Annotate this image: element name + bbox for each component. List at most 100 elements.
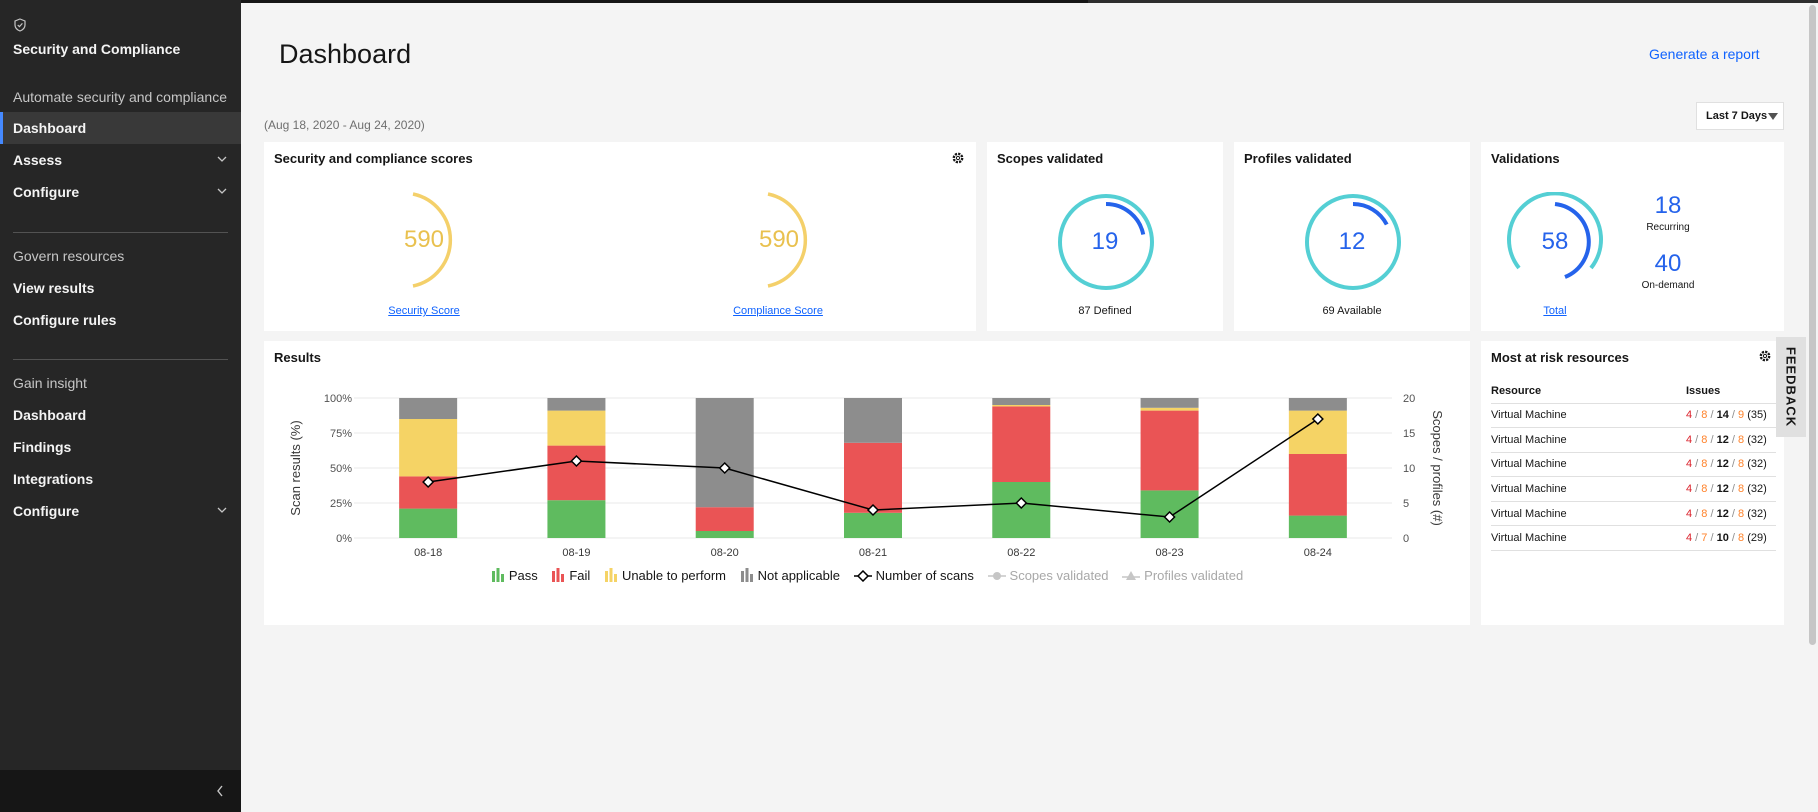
critical-count: 4 bbox=[1686, 409, 1693, 422]
bar-not-applicable bbox=[1288, 398, 1347, 411]
legend-item-fail[interactable]: Fail bbox=[551, 568, 590, 583]
resource-cell: Virtual Machine bbox=[1491, 403, 1686, 429]
sidebar-item-view-results[interactable]: View results bbox=[0, 272, 241, 304]
scopes-progress-arc bbox=[1105, 202, 1146, 235]
y2-tick-label: 0 bbox=[1403, 533, 1409, 545]
gear-icon[interactable] bbox=[951, 151, 965, 165]
legend-item-unable[interactable]: Unable to perform bbox=[604, 568, 726, 583]
sidebar-title: Security and Compliance bbox=[13, 41, 181, 57]
legend-item-not-applicable[interactable]: Not applicable bbox=[740, 568, 840, 583]
medium-count: 12 bbox=[1716, 458, 1729, 471]
bar-unable bbox=[547, 410, 606, 446]
chevron-down-icon bbox=[217, 507, 227, 513]
legend-item-scopes[interactable]: Scopes validated bbox=[987, 568, 1109, 583]
card-title: Profiles validated bbox=[1244, 151, 1352, 166]
validations-card: Validations 58 Total 18 Recurring 40 On-… bbox=[1481, 142, 1784, 331]
critical-count: 4 bbox=[1686, 458, 1693, 471]
resource-cell: Virtual Machine bbox=[1491, 452, 1686, 478]
scans-point bbox=[1015, 496, 1028, 510]
bar-not-applicable bbox=[695, 398, 754, 508]
low-count: 9 bbox=[1738, 409, 1745, 422]
scrollbar-thumb[interactable] bbox=[1809, 5, 1816, 645]
y-tick-label: 75% bbox=[330, 428, 352, 440]
on-demand-label: On-demand bbox=[1641, 280, 1695, 291]
x-tick-label: 08-21 bbox=[859, 547, 887, 559]
validations-total-link[interactable]: Total bbox=[1543, 305, 1567, 317]
legend-item-pass[interactable]: Pass bbox=[491, 568, 538, 583]
bar-not-applicable bbox=[547, 398, 606, 411]
table-row[interactable]: Virtual Machine 4 / 7 / 10 / 8 (29) bbox=[1491, 525, 1776, 552]
critical-count: 4 bbox=[1686, 433, 1693, 446]
table-row[interactable]: Virtual Machine 4 / 8 / 14 / 9 (35) bbox=[1491, 403, 1776, 429]
chevron-left-icon[interactable] bbox=[215, 783, 225, 799]
sidebar-item-configure[interactable]: Configure bbox=[0, 176, 241, 208]
critical-count: 4 bbox=[1686, 532, 1693, 545]
security-score-link[interactable]: Security Score bbox=[388, 305, 460, 317]
sidebar-item-label: Assess bbox=[13, 152, 63, 168]
x-tick-label: 08-18 bbox=[414, 547, 442, 559]
sidebar-item-label: Dashboard bbox=[13, 407, 87, 423]
total-count: (32) bbox=[1747, 507, 1767, 520]
low-count: 8 bbox=[1738, 532, 1745, 545]
column-header-issues: Issues bbox=[1686, 379, 1776, 404]
profiles-ring bbox=[1305, 194, 1401, 290]
sidebar-item-dashboard[interactable]: Dashboard bbox=[0, 112, 241, 144]
medium-count: 12 bbox=[1716, 433, 1729, 446]
sidebar-item-assess[interactable]: Assess bbox=[0, 144, 241, 176]
sidebar-divider bbox=[13, 359, 228, 360]
sidebar-heading-govern: Govern resources bbox=[13, 248, 125, 264]
sidebar-item-insight-dashboard[interactable]: Dashboard bbox=[0, 399, 241, 431]
legend-item-scans[interactable]: Number of scans bbox=[853, 568, 974, 583]
column-header-resource: Resource bbox=[1491, 379, 1686, 404]
sidebar-item-label: Findings bbox=[13, 439, 72, 455]
sidebar-item-label: Dashboard bbox=[13, 120, 87, 136]
feedback-tab[interactable]: FEEDBACK bbox=[1776, 337, 1806, 437]
legend-label: Pass bbox=[508, 568, 538, 583]
high-count: 8 bbox=[1701, 409, 1708, 422]
table-row[interactable]: Virtual Machine 4 / 8 / 12 / 8 (32) bbox=[1491, 427, 1776, 453]
legend-item-profiles[interactable]: Profiles validated bbox=[1122, 568, 1243, 583]
bar-unable bbox=[399, 419, 458, 477]
chart-legend: Pass Fail Unable to perform Not applicab… bbox=[264, 568, 1470, 583]
scores-card: Security and compliance scores 590 Secur… bbox=[264, 142, 976, 331]
y2-tick-label: 15 bbox=[1403, 428, 1415, 440]
bar-pass bbox=[547, 500, 606, 538]
validations-ring bbox=[1507, 192, 1603, 279]
sidebar-item-configure-rules[interactable]: Configure rules bbox=[0, 304, 241, 336]
chevron-down-icon bbox=[217, 188, 227, 194]
scans-point bbox=[718, 461, 731, 475]
low-count: 8 bbox=[1738, 507, 1745, 520]
date-range: (Aug 18, 2020 - Aug 24, 2020) bbox=[264, 118, 425, 132]
sidebar-item-integrations[interactable]: Integrations bbox=[0, 463, 241, 495]
generate-report-link[interactable]: Generate a report bbox=[1649, 46, 1760, 62]
security-score-value: 590 bbox=[403, 226, 445, 253]
issues-cell: 4 / 8 / 12 / 8 (32) bbox=[1686, 452, 1776, 478]
issues-cell: 4 / 8 / 12 / 8 (32) bbox=[1686, 476, 1776, 502]
results-card: Results 0% 25% 50% 75% 100% 0 5 10 15 20 Scan resu… bbox=[264, 341, 1470, 625]
bar-fail bbox=[844, 442, 902, 513]
profiles-card: Profiles validated 12 69 Available bbox=[1234, 142, 1470, 331]
bar-fail bbox=[547, 445, 606, 501]
sidebar-item-findings[interactable]: Findings bbox=[0, 431, 241, 463]
table-row[interactable]: Virtual Machine 4 / 8 / 12 / 8 (32) bbox=[1491, 476, 1776, 502]
table-row[interactable]: Virtual Machine 4 / 8 / 12 / 8 (32) bbox=[1491, 501, 1776, 527]
compliance-score-link[interactable]: Compliance Score bbox=[733, 305, 823, 317]
table-row[interactable]: Virtual Machine 4 / 8 / 12 / 8 (32) bbox=[1491, 452, 1776, 478]
card-title: Results bbox=[274, 350, 321, 365]
profiles-progress-arc bbox=[1352, 202, 1389, 226]
period-select[interactable]: Last 7 Days bbox=[1696, 102, 1784, 130]
total-count: (32) bbox=[1747, 483, 1767, 496]
legend-label: Not applicable bbox=[757, 568, 841, 583]
sidebar-heading-insight: Gain insight bbox=[13, 375, 87, 391]
bar-fail bbox=[695, 507, 754, 531]
bar-pass bbox=[844, 512, 902, 538]
medium-count: 14 bbox=[1716, 409, 1729, 422]
gear-icon[interactable] bbox=[1758, 349, 1772, 363]
sidebar-item-insight-configure[interactable]: Configure bbox=[0, 495, 241, 527]
bar-not-applicable bbox=[399, 398, 458, 419]
resource-cell: Virtual Machine bbox=[1491, 427, 1686, 453]
profiles-value: 12 bbox=[1338, 228, 1366, 255]
card-title: Security and compliance scores bbox=[274, 151, 473, 166]
total-count: (32) bbox=[1747, 458, 1767, 471]
risk-table: Resource Issues Virtual Machine 4 / 8 / 1… bbox=[1491, 379, 1776, 552]
